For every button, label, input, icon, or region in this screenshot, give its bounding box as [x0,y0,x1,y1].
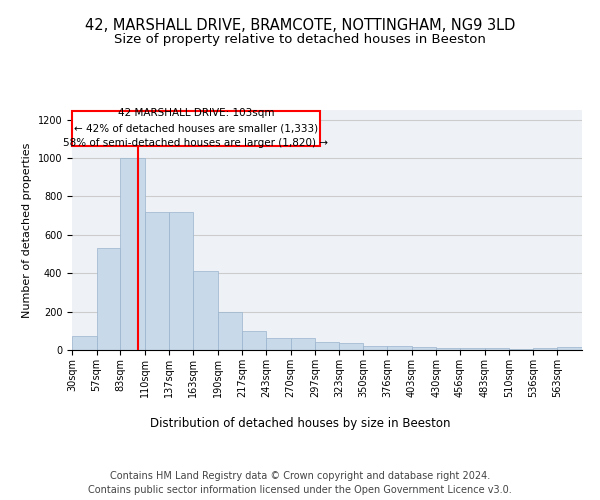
Bar [242,331,266,350]
Bar [315,342,339,350]
Bar [557,347,582,350]
Y-axis label: Number of detached properties: Number of detached properties [22,142,32,318]
Bar [412,347,436,350]
Text: 42, MARSHALL DRIVE, BRAMCOTE, NOTTINGHAM, NG9 3LD: 42, MARSHALL DRIVE, BRAMCOTE, NOTTINGHAM… [85,18,515,32]
Bar [387,346,412,350]
Bar [120,158,145,350]
Bar [485,348,509,350]
Bar [169,212,193,350]
Bar [509,349,533,350]
Bar [460,348,485,350]
Bar [290,338,315,350]
Text: 42 MARSHALL DRIVE: 103sqm
← 42% of detached houses are smaller (1,333)
58% of se: 42 MARSHALL DRIVE: 103sqm ← 42% of detac… [64,108,328,148]
Bar [97,248,120,350]
Text: Distribution of detached houses by size in Beeston: Distribution of detached houses by size … [150,418,450,430]
Text: Size of property relative to detached houses in Beeston: Size of property relative to detached ho… [114,32,486,46]
Text: Contains HM Land Registry data © Crown copyright and database right 2024.
Contai: Contains HM Land Registry data © Crown c… [88,471,512,495]
Bar [533,348,557,350]
Bar [436,348,460,350]
FancyBboxPatch shape [72,111,320,146]
Bar [72,336,97,350]
Bar [145,212,169,350]
Bar [218,312,242,350]
Bar [364,346,387,350]
Bar [266,338,290,350]
Bar [193,272,218,350]
Bar [339,344,364,350]
